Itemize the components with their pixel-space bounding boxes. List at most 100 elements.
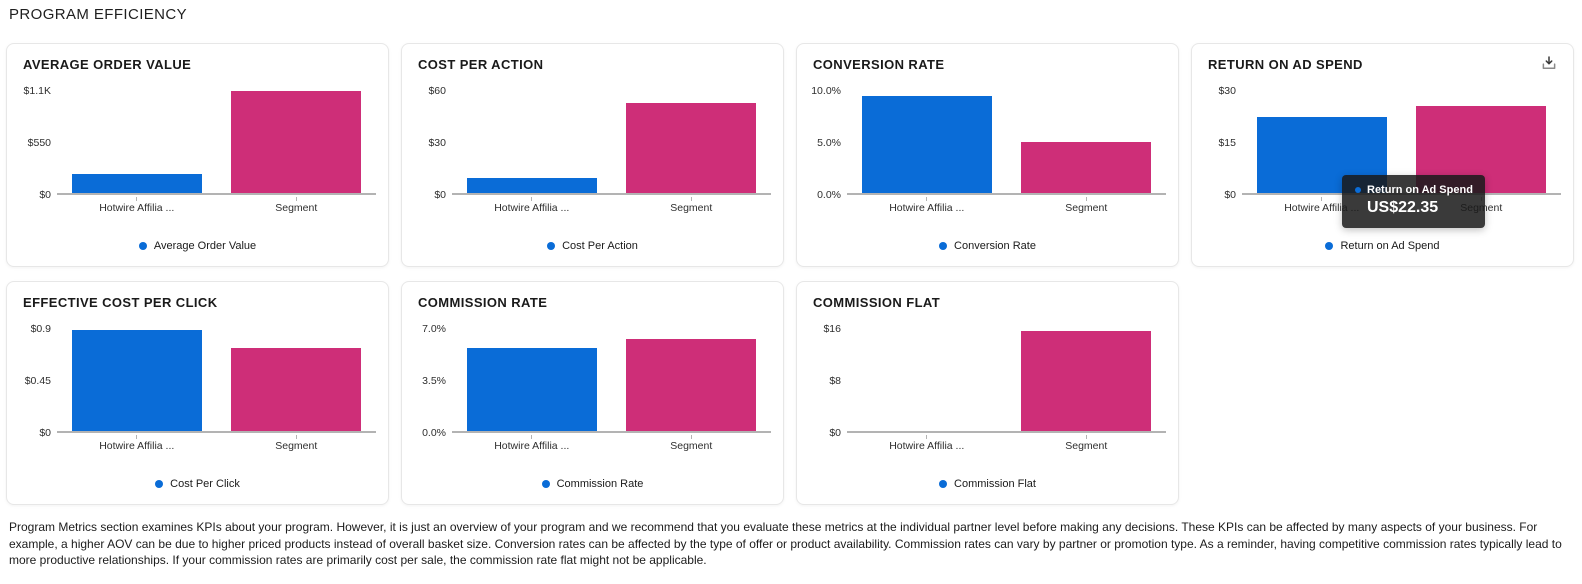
x-axis: Hotwire Affilia ... Segment [452, 197, 771, 214]
legend-dot-icon [138, 242, 147, 250]
legend-item[interactable]: Cost Per Click [7, 478, 388, 490]
x-axis-category: Segment [612, 435, 772, 452]
y-axis-tick-label: $0 [39, 189, 51, 201]
y-axis: $30 $15 $0 [1192, 85, 1236, 201]
y-axis-tick-label: $60 [428, 85, 446, 97]
x-axis-label: Hotwire Affilia ... [889, 440, 965, 452]
bar[interactable] [626, 339, 757, 431]
bar[interactable] [71, 330, 202, 431]
x-axis-category: Segment [1007, 435, 1167, 452]
bar[interactable] [466, 177, 597, 193]
x-axis-category: Hotwire Affilia ... [847, 197, 1007, 214]
x-axis-tick [531, 435, 533, 439]
y-axis: 10.0% 5.0% 0.0% [797, 85, 841, 201]
bar[interactable] [231, 91, 362, 193]
bar-chart-plot [452, 91, 771, 195]
category-band [847, 329, 1007, 431]
chart-tooltip: Return on Ad Spend US$22.35 [1342, 175, 1485, 228]
x-axis-label: Segment [275, 440, 318, 452]
y-axis-tick-label: 5.0% [817, 137, 841, 149]
category-band [452, 329, 612, 431]
legend-dot-icon [939, 242, 948, 250]
x-axis: Hotwire Affilia ... Segment [847, 197, 1166, 214]
y-axis-tick-label: 0.0% [817, 189, 841, 201]
y-axis-tick-label: 0.0% [422, 427, 446, 439]
bar[interactable] [1021, 142, 1152, 193]
category-band [612, 329, 772, 431]
legend-item[interactable]: Commission Rate [402, 478, 783, 490]
y-axis-tick-label: $15 [1218, 137, 1236, 149]
bar[interactable] [466, 347, 597, 431]
x-axis: Hotwire Affilia ... Segment [57, 197, 376, 214]
x-axis-tick [1085, 435, 1087, 439]
x-axis-category: Hotwire Affilia ... [1242, 197, 1402, 214]
tooltip-series-dot-icon [1355, 187, 1361, 193]
y-axis: $0.9 $0.45 $0 [7, 323, 51, 439]
tooltip-value: US$22.35 [1367, 199, 1439, 216]
category-band [612, 91, 772, 193]
x-axis-category: Hotwire Affilia ... [57, 435, 217, 452]
x-axis-category: Segment [1007, 197, 1167, 214]
x-axis-tick [926, 197, 928, 201]
category-band [217, 329, 377, 431]
bar-chart-plot [57, 329, 376, 433]
x-axis-label: Segment [275, 202, 318, 214]
y-axis-tick-label: 7.0% [422, 323, 446, 335]
x-axis-label: Segment [670, 202, 713, 214]
download-button[interactable] [1537, 52, 1561, 76]
x-axis-tick [136, 435, 138, 439]
x-axis-category: Hotwire Affilia ... [452, 197, 612, 214]
legend-label: Conversion Rate [954, 240, 1036, 252]
chart-card: RETURN ON AD SPEND $30 $15 $0 [1191, 43, 1574, 267]
x-axis-category: Hotwire Affilia ... [847, 435, 1007, 452]
y-axis-tick-label: $0 [39, 427, 51, 439]
chart-card: CONVERSION RATE 10.0% 5.0% 0.0% Hotwire … [796, 43, 1179, 267]
chart-title: AVERAGE ORDER VALUE [23, 57, 192, 72]
x-axis: Hotwire Affilia ... Segment [847, 435, 1166, 452]
bar[interactable] [1021, 330, 1152, 431]
chart-title: EFFECTIVE COST PER CLICK [23, 295, 218, 310]
legend-label: Average Order Value [153, 240, 257, 252]
y-axis-tick-label: $8 [829, 375, 841, 387]
bar[interactable] [626, 102, 757, 193]
x-axis-label: Hotwire Affilia ... [1284, 202, 1360, 214]
y-axis-tick-label: $30 [428, 137, 446, 149]
chart-title: COMMISSION FLAT [813, 295, 941, 310]
bar-chart-plot [847, 91, 1166, 195]
bar[interactable] [861, 96, 992, 193]
legend-item[interactable]: Average Order Value [7, 240, 388, 252]
x-axis-tick [690, 197, 692, 201]
x-axis: Hotwire Affilia ... Segment [452, 435, 771, 452]
x-axis-tick [926, 435, 928, 439]
x-axis-category: Segment [217, 197, 377, 214]
chart-card: AVERAGE ORDER VALUE $1.1K $550 $0 Hotwir… [6, 43, 389, 267]
x-axis-category: Hotwire Affilia ... [452, 435, 612, 452]
category-band [1007, 329, 1167, 431]
y-axis-tick-label: 10.0% [811, 85, 841, 97]
x-axis-tick [295, 197, 297, 201]
y-axis-tick-label: $0 [434, 189, 446, 201]
legend-item[interactable]: Return on Ad Spend [1192, 240, 1573, 252]
category-band [57, 329, 217, 431]
x-axis-tick [690, 435, 692, 439]
x-axis-label: Hotwire Affilia ... [494, 202, 570, 214]
chart-title: COMMISSION RATE [418, 295, 548, 310]
chart-card: EFFECTIVE COST PER CLICK $0.9 $0.45 $0 H… [6, 281, 389, 505]
y-axis-tick-label: $0 [1224, 189, 1236, 201]
legend-item[interactable]: Cost Per Action [402, 240, 783, 252]
bar[interactable] [231, 348, 362, 431]
bar[interactable] [71, 174, 202, 193]
charts-grid: AVERAGE ORDER VALUE $1.1K $550 $0 Hotwir… [0, 43, 1582, 505]
y-axis: $1.1K $550 $0 [7, 85, 51, 201]
x-axis: Hotwire Affilia ... Segment [57, 435, 376, 452]
y-axis: 7.0% 3.5% 0.0% [402, 323, 446, 439]
legend-dot-icon [1325, 242, 1334, 250]
category-band [217, 91, 377, 193]
chart-title: COST PER ACTION [418, 57, 544, 72]
legend-item[interactable]: Conversion Rate [797, 240, 1178, 252]
category-band [847, 91, 1007, 193]
chart-title: RETURN ON AD SPEND [1208, 57, 1363, 72]
x-axis-category: Hotwire Affilia ... [57, 197, 217, 214]
x-axis-tick [295, 435, 297, 439]
legend-item[interactable]: Commission Flat [797, 478, 1178, 490]
